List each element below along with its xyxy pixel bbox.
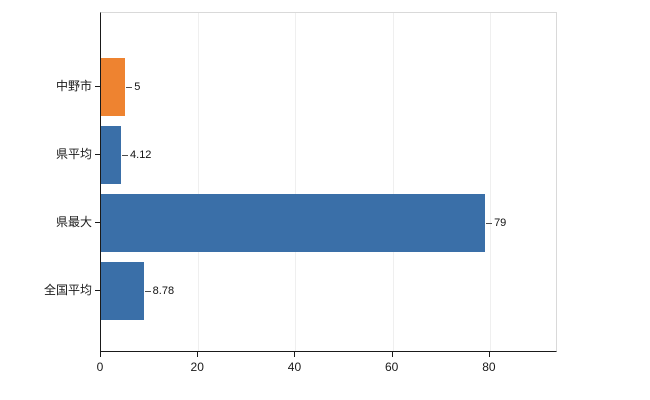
x-tick-label: 20 <box>190 360 204 374</box>
gridline <box>295 13 297 351</box>
x-tick <box>197 352 199 357</box>
value-leader <box>122 155 129 156</box>
x-tick <box>391 352 393 357</box>
bar-0 <box>101 58 126 116</box>
value-leader <box>144 291 151 292</box>
value-label: 5 <box>134 81 141 93</box>
x-tick-label: 60 <box>385 360 399 374</box>
gridline <box>489 13 491 351</box>
x-tick-label: 40 <box>287 360 302 374</box>
value-leader <box>486 223 493 224</box>
bar-1 <box>101 126 122 184</box>
bar-3 <box>101 262 144 320</box>
value-label: 4.12 <box>130 149 152 161</box>
x-tick-label: 80 <box>482 360 496 374</box>
category-label: 中野市 <box>55 79 92 93</box>
value-label: 8.78 <box>152 285 175 297</box>
bar-2 <box>101 194 486 252</box>
gridline <box>392 13 394 351</box>
x-tick <box>100 352 101 357</box>
x-tick-label: 0 <box>96 360 104 374</box>
x-tick <box>488 352 490 357</box>
gridline <box>198 13 200 351</box>
value-label: 79 <box>494 217 507 229</box>
category-label: 県平均 <box>55 147 92 161</box>
category-label: 県最大 <box>55 215 92 229</box>
plot-area: 5 4.12 79 8.78 <box>100 12 557 352</box>
x-tick <box>294 352 296 357</box>
value-leader <box>126 87 133 88</box>
category-label: 全国平均 <box>43 283 92 297</box>
